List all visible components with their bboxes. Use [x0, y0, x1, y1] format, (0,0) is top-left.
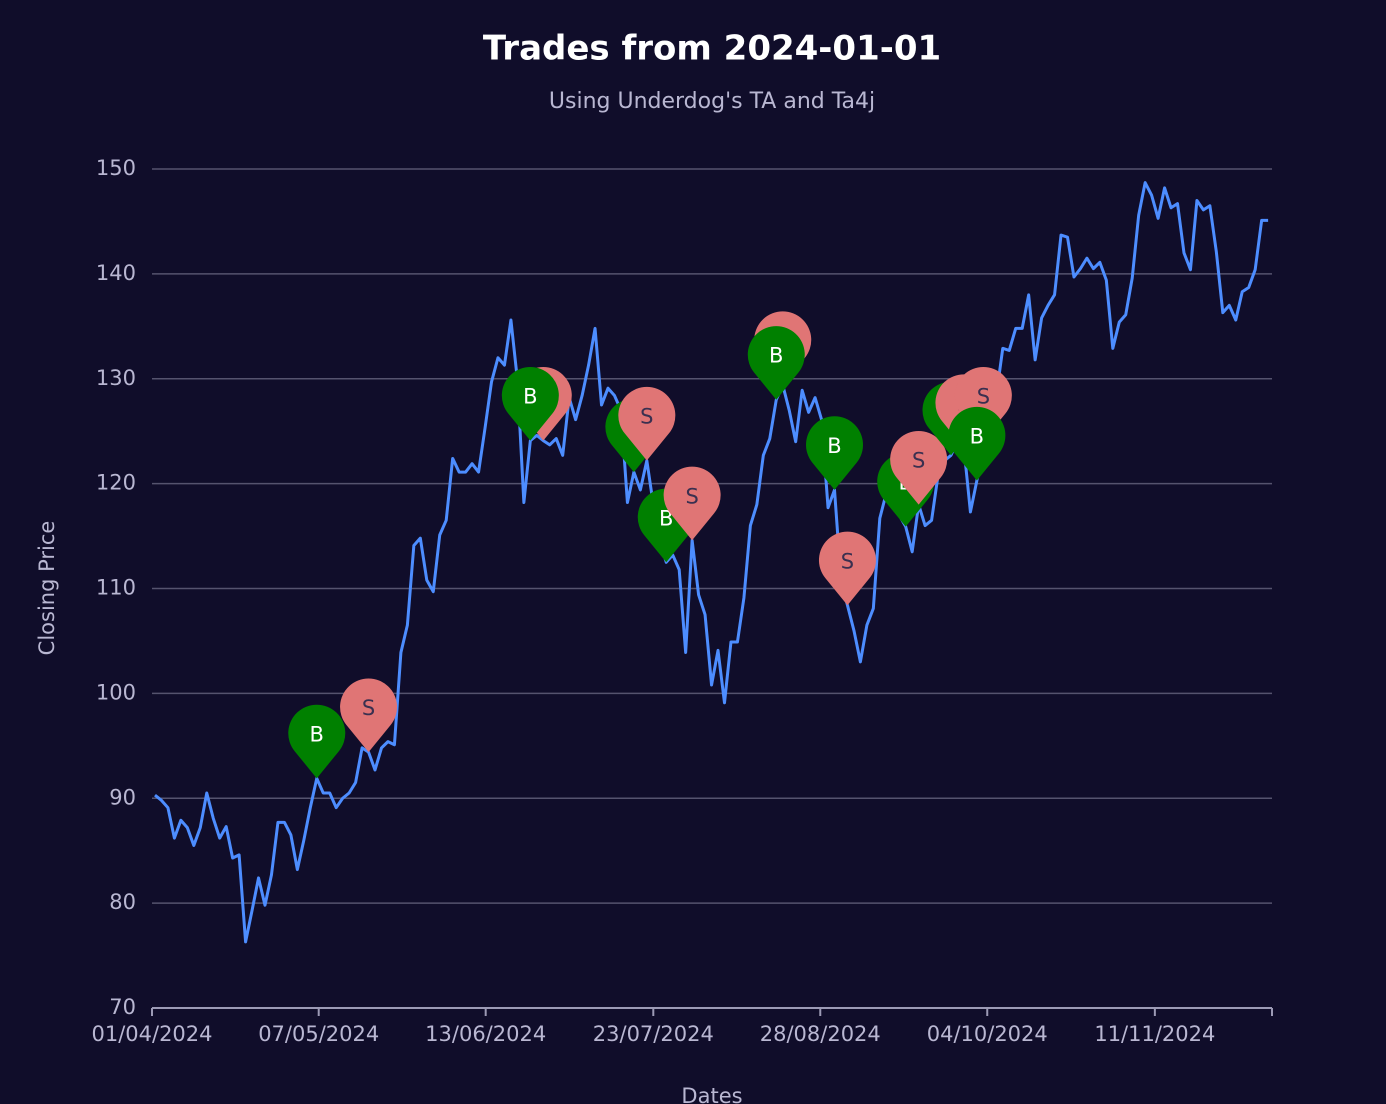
y-tick-label: 80	[109, 890, 136, 914]
trade-label: B	[769, 344, 783, 368]
trade-marker: B	[747, 326, 805, 400]
y-tick-label: 70	[109, 995, 136, 1019]
chart-title: Trades from 2024-01-01	[483, 29, 941, 69]
y-tick-label: 90	[109, 785, 136, 809]
trade-marker: B	[806, 416, 864, 490]
x-tick-label: 11/11/2024	[1094, 1022, 1215, 1046]
trade-marker: S	[818, 531, 876, 606]
trade-label: S	[912, 449, 925, 473]
trade-pin	[818, 531, 876, 606]
trade-pin	[288, 704, 346, 779]
trade-label: B	[827, 434, 841, 458]
trade-label: B	[310, 722, 324, 746]
trade-label: B	[970, 424, 984, 448]
trade-pin	[948, 406, 1006, 481]
chart-subtitle: Using Underdog's TA and Ta4j	[549, 89, 875, 114]
trade-pin	[501, 367, 559, 441]
x-tick-label: 04/10/2024	[927, 1022, 1048, 1046]
trade-pin	[747, 326, 805, 400]
y-tick-label: 140	[96, 261, 136, 285]
trade-marker: B	[288, 704, 346, 779]
trade-marker: B	[948, 406, 1006, 481]
trade-marker: S	[340, 678, 398, 753]
x-axis-label: Dates	[681, 1084, 742, 1104]
y-tick-label: 130	[96, 366, 136, 390]
x-tick-label: 13/06/2024	[425, 1022, 546, 1046]
x-tick-label: 07/05/2024	[258, 1022, 379, 1046]
trade-label: S	[977, 385, 990, 409]
trade-label: S	[841, 549, 854, 573]
x-tick-label: 28/08/2024	[760, 1022, 881, 1046]
y-tick-label: 150	[96, 156, 136, 180]
trade-pin	[618, 386, 676, 461]
y-tick-label: 100	[96, 680, 136, 704]
trade-label: S	[640, 405, 653, 429]
trade-marker: S	[618, 386, 676, 461]
price-line	[154, 181, 1269, 944]
trade-label: B	[523, 385, 537, 409]
y-tick-label: 120	[96, 471, 136, 495]
trade-marker: S	[663, 466, 721, 541]
x-tick-label: 01/04/2024	[91, 1022, 212, 1046]
y-tick-label: 110	[96, 576, 136, 600]
trade-pin	[663, 466, 721, 541]
trade-pin	[806, 416, 864, 490]
y-axis-label: Closing Price	[35, 521, 59, 656]
trade-pin	[890, 430, 948, 505]
trade-marker: B	[501, 367, 559, 441]
trade-label: S	[685, 484, 698, 508]
trade-pin	[340, 678, 398, 753]
x-tick-label: 23/07/2024	[593, 1022, 714, 1046]
trade-label: S	[362, 696, 375, 720]
trade-marker: S	[890, 430, 948, 505]
